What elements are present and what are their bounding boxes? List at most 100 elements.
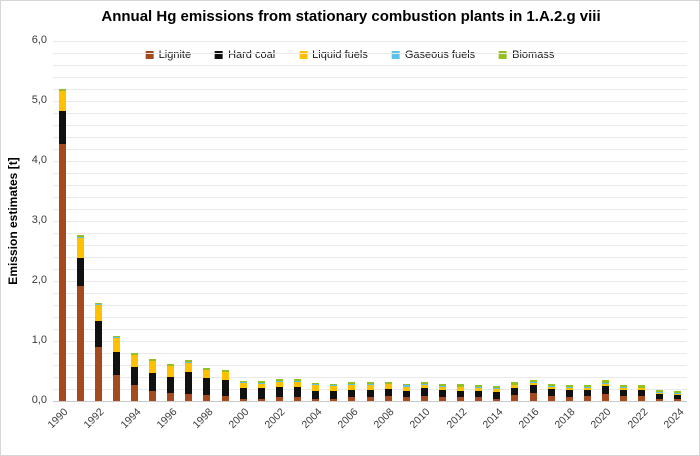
plot-area: 0,0 1,0 2,0 3,0 4,0 5,0 6,0 1990 1992 1994 1996 199…: [32, 35, 687, 431]
bar-2004: [312, 383, 320, 401]
legend-swatch-icon: [145, 51, 154, 59]
gridline: [53, 196, 687, 198]
bar-segment-hard-coal: [221, 380, 229, 396]
bar-segment-biomass: [674, 390, 682, 394]
bar-segment-lignite: [185, 393, 193, 401]
gridline: [53, 352, 687, 354]
bar-segment-lignite: [438, 396, 446, 401]
bar-2000: [239, 380, 247, 401]
bar-segment-liquid-fuels: [294, 381, 302, 387]
bar-segment-biomass: [185, 360, 193, 363]
bar-1994: [131, 353, 138, 401]
bar-segment-gaseous-fuels: [348, 384, 356, 385]
bar-segment-lignite: [131, 384, 138, 401]
bar-segment-biomass: [76, 235, 84, 238]
bar-segment-hard-coal: [620, 389, 628, 396]
bar-segment-lignite: [475, 397, 483, 401]
bar-segment-lignite: [583, 396, 591, 401]
bar-1993: [112, 335, 120, 401]
bar-segment-hard-coal: [348, 390, 356, 398]
bar-2012: [457, 384, 465, 401]
bar-segment-hard-coal: [239, 387, 247, 399]
bar-segment-liquid-fuels: [348, 384, 356, 391]
bar-segment-lignite: [221, 395, 229, 401]
bar-segment-liquid-fuels: [58, 91, 66, 112]
bar-segment-gaseous-fuels: [239, 382, 247, 384]
bar-segment-hard-coal: [547, 389, 555, 397]
bar-segment-hard-coal: [529, 385, 537, 393]
bar-segment-hard-coal: [112, 352, 120, 375]
bar-segment-biomass: [275, 379, 283, 382]
bar-segment-lignite: [493, 398, 501, 401]
bar-segment-biomass: [294, 379, 302, 382]
gridline: [53, 220, 687, 222]
gridline: [53, 376, 687, 378]
bar-segment-gaseous-fuels: [384, 383, 392, 385]
bar-1997: [185, 360, 193, 401]
bar-segment-gaseous-fuels: [275, 381, 283, 382]
bar-segment-liquid-fuels: [529, 383, 537, 386]
bar-segment-gaseous-fuels: [149, 360, 157, 362]
bar-segment-lignite: [547, 396, 555, 401]
bar-segment-gaseous-fuels: [131, 354, 138, 356]
legend-item-biomass: Biomass: [499, 49, 554, 61]
y-tick-label: 1,0: [31, 334, 47, 346]
bar-segment-liquid-fuels: [457, 387, 465, 391]
bar-segment-liquid-fuels: [601, 383, 609, 387]
gridline: [53, 292, 687, 294]
gridline: [53, 280, 687, 282]
bar-segment-lignite: [312, 398, 320, 401]
bar-segment-biomass: [656, 389, 664, 393]
legend-label: Liquid fuels: [312, 49, 368, 61]
bar-segment-lignite: [620, 395, 628, 401]
legend-item-liquid-fuels: Liquid fuels: [299, 49, 368, 61]
bar-2008: [384, 381, 392, 401]
bar-segment-biomass: [583, 384, 591, 388]
bar-segment-biomass: [601, 380, 609, 384]
bar-segment-liquid-fuels: [674, 393, 682, 396]
bar-segment-gaseous-fuels: [565, 387, 573, 388]
bar-segment-hard-coal: [511, 388, 519, 395]
bar-segment-gaseous-fuels: [638, 387, 646, 389]
bar-2021: [620, 384, 628, 401]
bar-segment-lignite: [275, 397, 283, 401]
bar-segment-liquid-fuels: [94, 305, 102, 322]
bar-segment-lignite: [330, 398, 338, 401]
bar-segment-liquid-fuels: [420, 384, 428, 389]
bar-segment-lignite: [58, 144, 66, 401]
bar-segment-gaseous-fuels: [294, 381, 302, 382]
bar-segment-lignite: [149, 391, 157, 401]
bar-1992: [94, 302, 102, 401]
bar-segment-gaseous-fuels: [674, 393, 682, 394]
bar-segment-gaseous-fuels: [475, 387, 483, 388]
bar-segment-liquid-fuels: [275, 381, 283, 388]
bar-segment-biomass: [94, 302, 102, 305]
gridline: [53, 52, 687, 54]
bar-segment-gaseous-fuels: [601, 383, 609, 384]
y-tick-label: 0,0: [31, 394, 47, 406]
y-axis-title: Emission estimates [t]: [6, 157, 20, 285]
bar-segment-lignite: [402, 397, 410, 401]
bar-segment-gaseous-fuels: [402, 385, 410, 387]
bar-2009: [402, 384, 410, 401]
bar-segment-biomass: [58, 89, 66, 91]
bar-segment-liquid-fuels: [221, 372, 229, 381]
gridline: [53, 256, 687, 258]
bar-2019: [583, 384, 591, 401]
bar-segment-hard-coal: [203, 378, 211, 395]
bar-2022: [638, 385, 646, 401]
bar-segment-liquid-fuels: [167, 366, 175, 378]
bar-segment-biomass: [547, 383, 555, 387]
bar-segment-liquid-fuels: [149, 361, 157, 374]
bar-segment-lignite: [638, 396, 646, 401]
bar-segment-gaseous-fuels: [656, 392, 664, 393]
y-tick-label: 6,0: [31, 34, 47, 46]
bar-segment-hard-coal: [275, 387, 283, 398]
bar-segment-gaseous-fuels: [203, 369, 211, 371]
bar-segment-liquid-fuels: [638, 388, 646, 391]
bar-segment-hard-coal: [656, 393, 664, 399]
bar-segment-lignite: [167, 393, 175, 401]
bar-segment-lignite: [420, 396, 428, 401]
bar-segment-liquid-fuels: [438, 386, 446, 391]
gridline: [53, 136, 687, 138]
